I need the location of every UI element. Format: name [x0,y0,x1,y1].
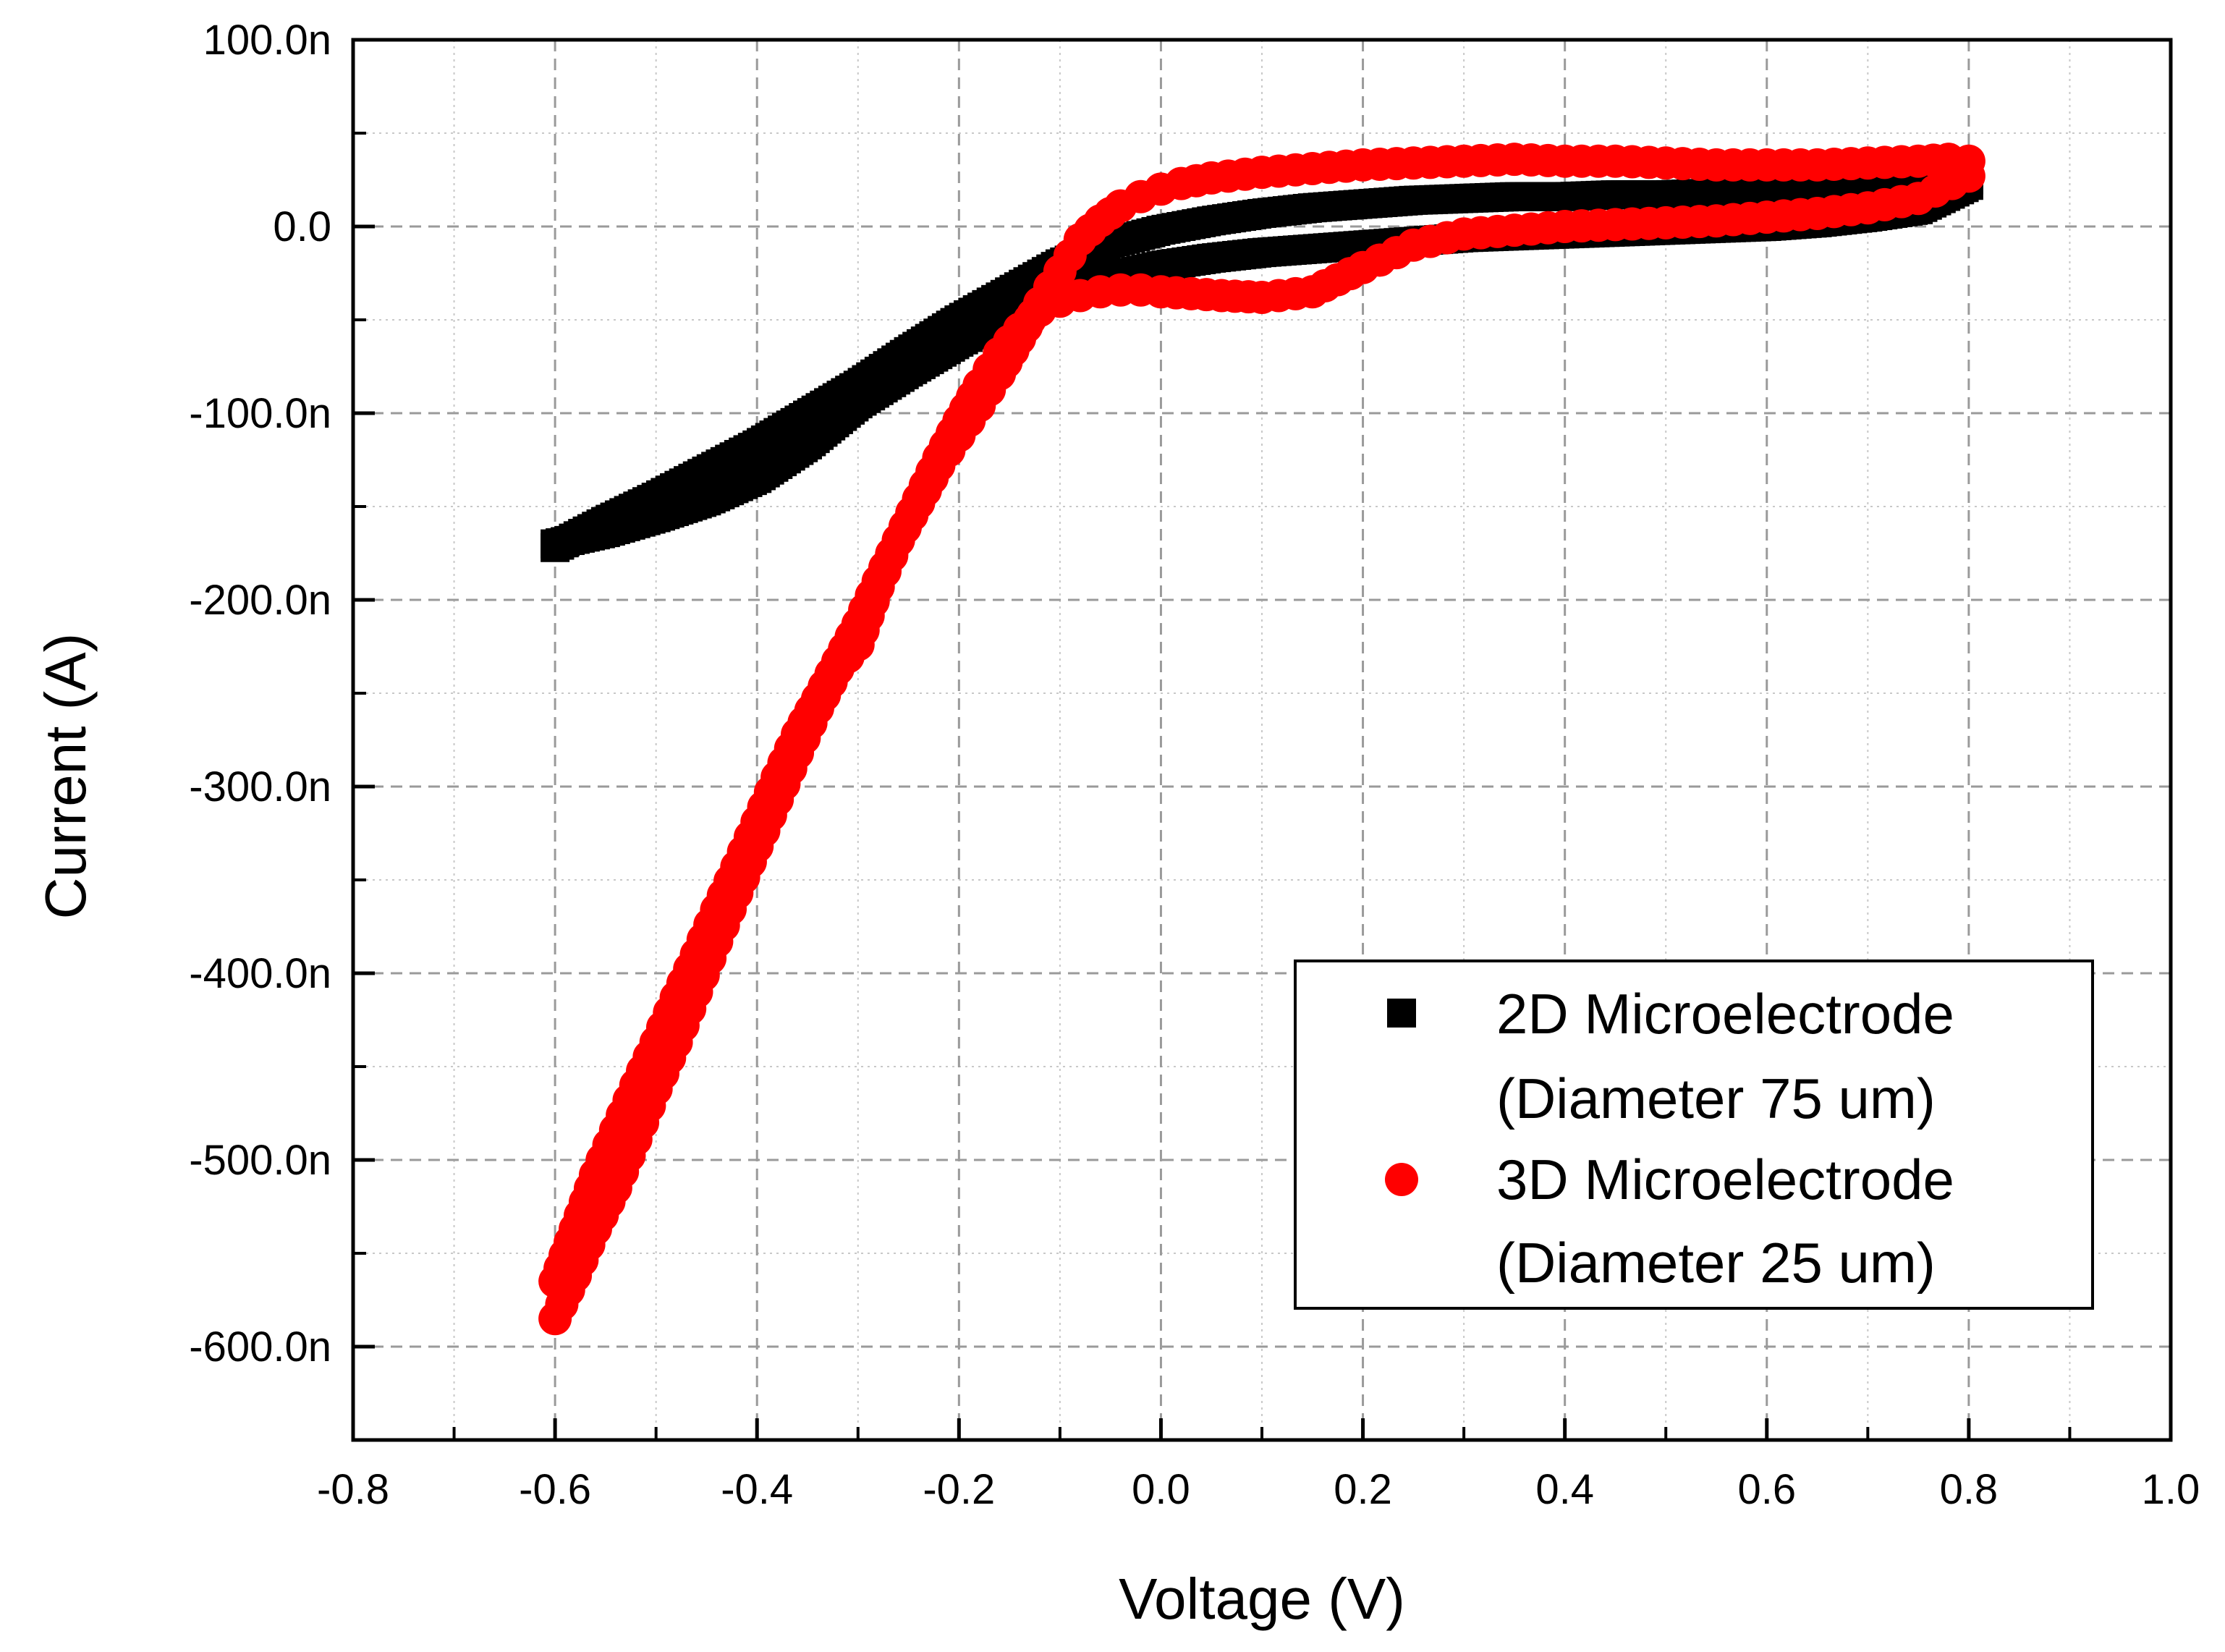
legend-box [1294,960,2094,1310]
legend: 2D Microelectrode (Diameter 75 um) 3D Mi… [1294,960,2094,1310]
y-tick-label: -600.0n [189,1323,331,1371]
x-tick-label: 0.2 [1334,1466,1392,1513]
x-tick-label: -0.2 [923,1466,995,1513]
series-3d [538,143,1985,1336]
series-layer [538,143,1985,1336]
x-tick-label: 0.6 [1737,1466,1796,1513]
tick-labels: -0.8 -0.6 -0.4 -0.2 0.0 0.2 0.4 0.6 0.8 1.0 100.0n… [189,17,2200,1513]
ticks [351,38,2173,1440]
legend-marker-3d [1385,1163,1418,1196]
y-tick-label: -200.0n [189,577,331,624]
x-tick-label: 0.8 [1940,1466,1999,1513]
y-tick-label: -100.0n [189,390,331,437]
y-axis-title: Current (A) [33,633,98,920]
x-tick-label: -0.4 [721,1466,793,1513]
x-tick-label: 0.4 [1535,1466,1594,1513]
y-tick-label: -400.0n [189,950,331,997]
x-tick-label: -0.6 [519,1466,591,1513]
legend-marker-2d [1387,999,1416,1028]
x-tick-label: -0.8 [317,1466,389,1513]
data-point [541,529,570,559]
x-tick-label: 0.0 [1132,1466,1190,1513]
legend-label-3d: 3D Microelectrode [1496,1148,1954,1211]
data-point [538,1264,572,1298]
grid [353,40,2171,1440]
x-tick-label: 1.0 [2142,1466,2200,1513]
y-tick-label: 100.0n [203,17,331,64]
legend-sublabel-3d: (Diameter 25 um) [1496,1231,1936,1295]
legend-sublabel-2d: (Diameter 75 um) [1496,1067,1936,1130]
x-axis-title: Voltage (V) [1119,1567,1405,1631]
legend-label-2d: 2D Microelectrode [1496,982,1954,1046]
y-tick-label: -500.0n [189,1137,331,1184]
y-tick-label: -300.0n [189,763,331,810]
y-tick-label: 0.0 [273,203,331,250]
